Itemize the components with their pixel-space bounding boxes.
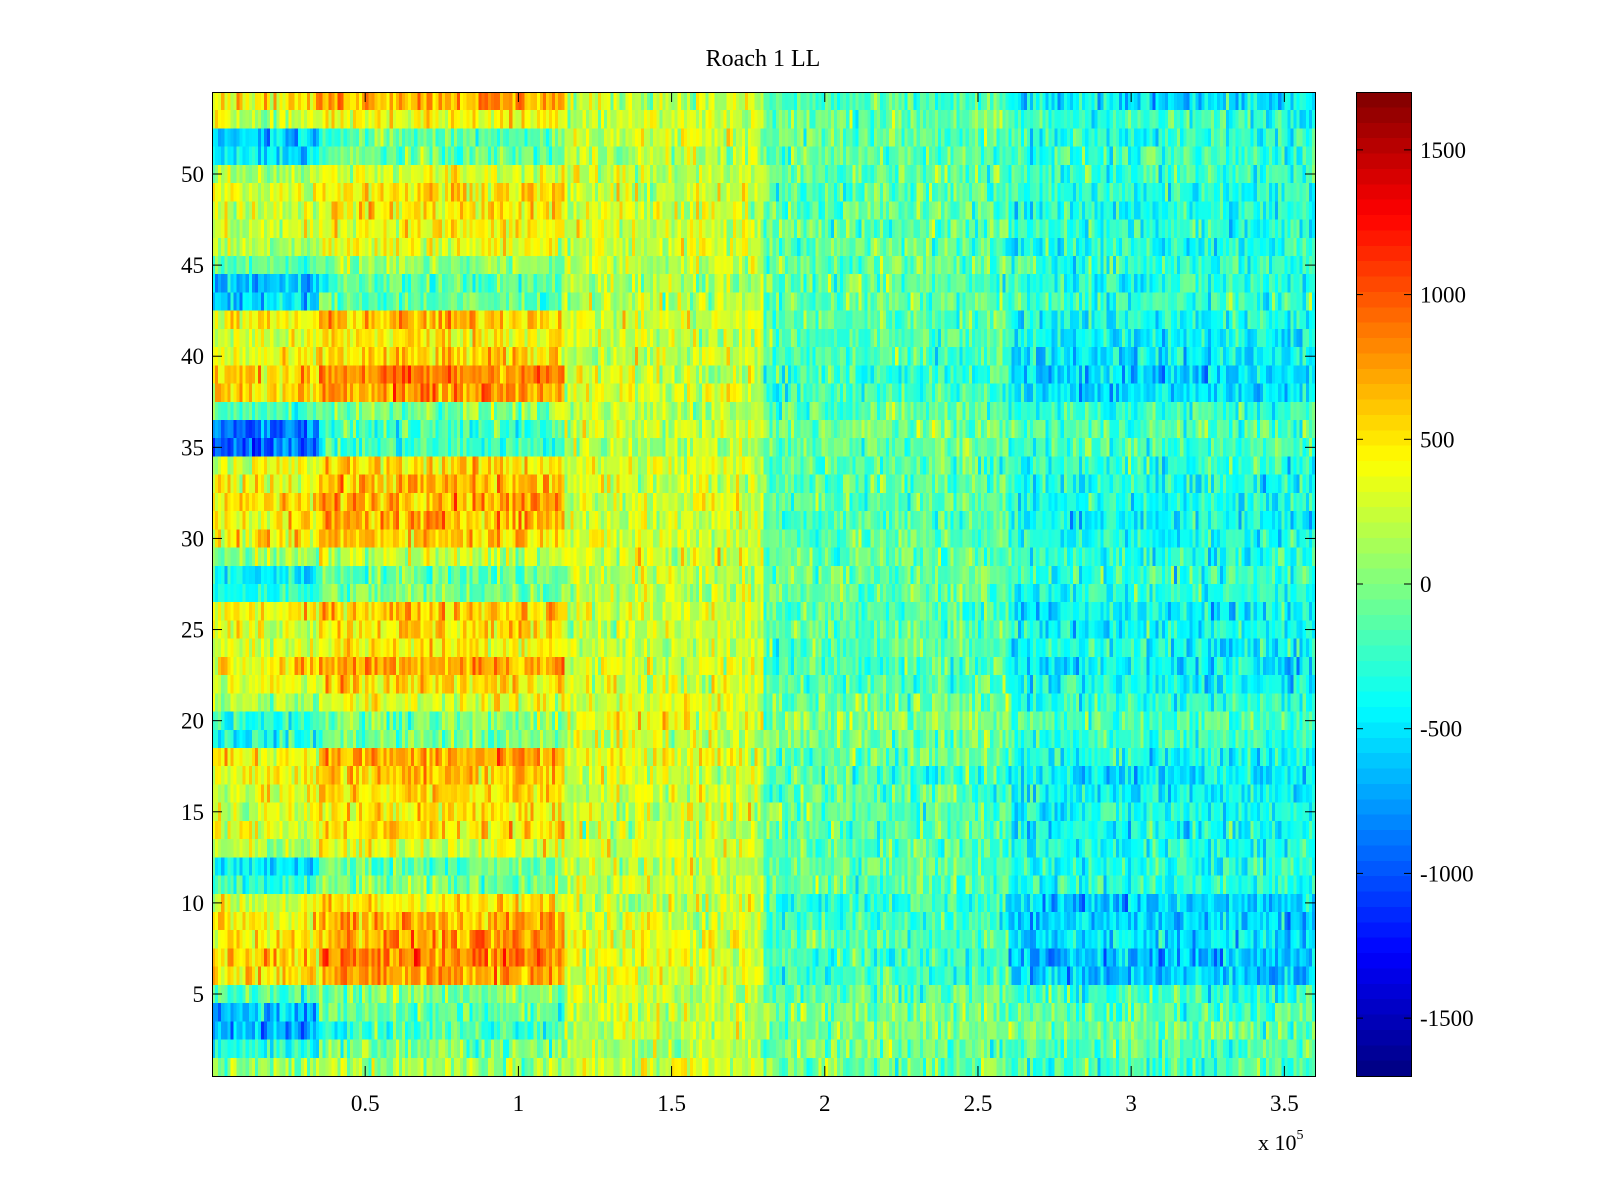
x-tick-label: 2	[819, 1091, 831, 1116]
colorbar-tick-label: -1000	[1420, 861, 1474, 886]
colorbar-tick-label: 0	[1420, 572, 1432, 597]
x-multiplier-label: x 10	[1258, 1130, 1297, 1155]
colorbar-tick-label: 500	[1420, 427, 1455, 452]
y-tick-label: 35	[181, 435, 204, 460]
colorbar-image	[1356, 92, 1411, 1076]
colorbar-tick-label: -500	[1420, 717, 1462, 742]
y-tick-label: 5	[193, 982, 205, 1007]
x-multiplier-exponent: 5	[1297, 1128, 1304, 1143]
y-tick-label: 50	[181, 162, 204, 187]
y-tick-label: 25	[181, 618, 204, 643]
y-tick-label: 40	[181, 344, 204, 369]
y-tick-label: 20	[181, 709, 204, 734]
heatmap-image	[212, 92, 1315, 1076]
x-tick-label: 3	[1125, 1091, 1137, 1116]
colorbar-tick-label: 1500	[1420, 138, 1466, 163]
x-tick-label: 1.5	[657, 1091, 686, 1116]
chart-title: Roach 1 LL	[706, 46, 821, 72]
plot-axes	[212, 92, 1412, 1077]
y-tick-label: 30	[181, 526, 204, 551]
y-axis-ticks: 5 10 15 20 25 30 35 40 45 50	[181, 162, 1315, 1007]
colorbar-tick-label: -1500	[1420, 1006, 1474, 1031]
x-tick-label: 0.5	[351, 1091, 380, 1116]
y-tick-label: 15	[181, 800, 204, 825]
x-axis-multiplier: x 105	[1258, 1128, 1304, 1155]
plot-frame	[212, 92, 1316, 1077]
colorbar-frame	[1356, 92, 1412, 1077]
x-tick-label: 2.5	[964, 1091, 993, 1116]
y-tick-label: 45	[181, 253, 204, 278]
colorbar-ticks: -1500 -1000 -500 0 500 1000 1500	[1356, 138, 1474, 1031]
y-tick-label: 10	[181, 891, 204, 916]
x-axis-ticks: 0.5 1 1.5 2 2.5 3 3.5	[351, 92, 1299, 1116]
x-tick-label: 1	[513, 1091, 525, 1116]
colorbar-tick-label: 1000	[1420, 283, 1466, 308]
x-tick-label: 3.5	[1270, 1091, 1299, 1116]
